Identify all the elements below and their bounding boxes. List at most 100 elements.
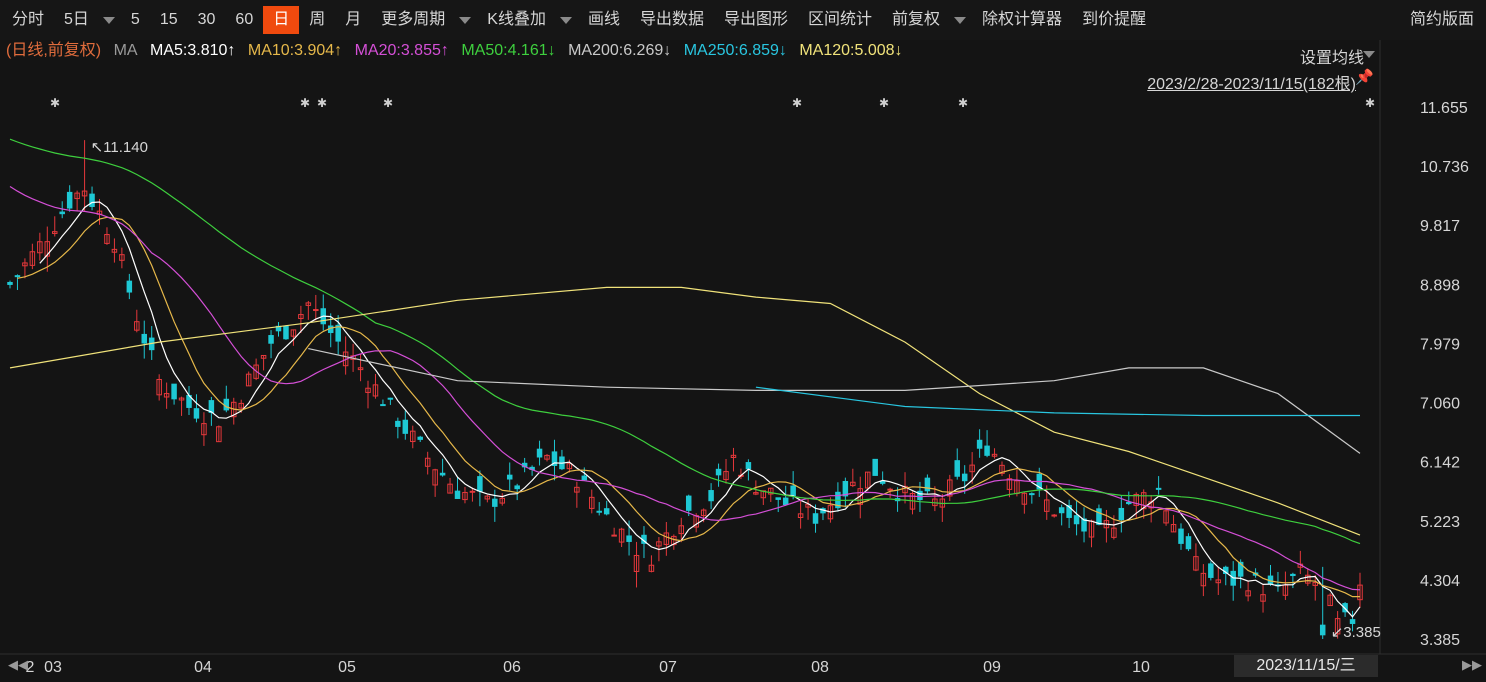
scroll-left-icon[interactable]: ◀◀ <box>8 657 28 672</box>
candle-body <box>536 448 543 458</box>
candle-body <box>193 408 200 419</box>
toolbar-draw-line[interactable]: 画线 <box>587 11 620 28</box>
y-tick-label: 6.142 <box>1420 455 1460 472</box>
toolbar-weekly[interactable]: 周 <box>309 11 326 28</box>
candle-body <box>1021 492 1028 505</box>
chevron-down-icon[interactable] <box>1363 51 1375 58</box>
ma200-value: MA200:6.269↓ <box>568 42 672 59</box>
candle-body <box>111 248 118 253</box>
candle-body <box>723 471 729 481</box>
ma200-line <box>308 348 1361 454</box>
chevron-down-icon[interactable] <box>954 16 967 24</box>
candle-body <box>89 193 95 207</box>
candle-body <box>1118 507 1125 521</box>
candle-body <box>216 426 222 443</box>
toolbar-monthly[interactable]: 月 <box>345 11 362 28</box>
candle-body <box>663 532 670 545</box>
toolbar-more-periods[interactable]: 更多周期 <box>381 11 446 28</box>
toolbar-min15[interactable]: 15 <box>159 11 178 28</box>
candle-body <box>1051 514 1057 517</box>
candle-body <box>29 251 36 266</box>
candle-body <box>439 472 446 476</box>
event-marker-icon: ✱ <box>50 96 60 110</box>
candle-body <box>1006 478 1013 490</box>
toolbar-time-share[interactable]: 分时 <box>12 11 45 28</box>
ma20-line <box>9 185 1361 591</box>
candle-body <box>633 554 640 572</box>
y-tick-label: 7.979 <box>1420 336 1460 353</box>
candle-body <box>708 490 714 502</box>
toolbar-overlay[interactable]: K线叠加 <box>487 11 546 28</box>
ma-settings-button[interactable]: 设置均线 <box>1299 50 1364 67</box>
chevron-down-icon[interactable] <box>559 16 572 24</box>
candle-body <box>924 477 931 492</box>
x-tick-label: 10 <box>1132 659 1150 676</box>
toolbar-export-image[interactable]: 导出图形 <box>724 11 789 28</box>
toolbar-ex-rights-calc[interactable]: 除权计算器 <box>982 11 1063 28</box>
toolbar-min5[interactable]: 5 <box>130 11 140 28</box>
toolbar-five-day[interactable]: 5日 <box>64 11 89 28</box>
candle-body <box>424 457 431 467</box>
candle-body <box>544 454 550 460</box>
event-marker-icon: ✱ <box>317 96 327 110</box>
ma120-line <box>9 286 1361 536</box>
x-tick-label: 07 <box>659 659 677 676</box>
toolbar-interval-stats[interactable]: 区间统计 <box>808 11 873 28</box>
candle-body <box>66 191 73 209</box>
mode-label: (日线,前复权) <box>6 42 102 59</box>
toolbar-price-alert[interactable]: 到价提醒 <box>1082 11 1147 28</box>
candle-body <box>790 485 796 497</box>
candle-body <box>402 419 409 434</box>
candle-body <box>745 462 752 470</box>
x-tick-label: 08 <box>811 659 829 676</box>
candle-body <box>104 234 110 244</box>
candle-body <box>1066 504 1072 518</box>
event-marker-icon: ✱ <box>792 96 802 110</box>
x-tick-label: 04 <box>194 659 212 676</box>
chevron-down-icon[interactable] <box>459 16 472 24</box>
candle-body <box>879 480 886 484</box>
candle-body <box>283 326 289 340</box>
candle-body <box>74 192 80 200</box>
ma50-line <box>9 138 1361 545</box>
x-tick-label: 03 <box>44 659 62 676</box>
candle-body <box>22 262 28 267</box>
candle-body <box>685 495 692 511</box>
candle-body <box>141 333 148 344</box>
candle-body <box>589 496 595 509</box>
candle-body <box>477 476 483 492</box>
ma-label[interactable]: MA <box>113 42 138 59</box>
candle-body <box>700 509 707 517</box>
candle-body <box>1111 527 1117 538</box>
scroll-right-icon[interactable]: ▶▶ <box>1462 657 1482 672</box>
chevron-down-icon[interactable] <box>102 16 115 24</box>
candle-body <box>454 490 461 499</box>
toolbar-export-data[interactable]: 导出数据 <box>639 11 704 28</box>
candle-body <box>857 488 864 505</box>
candle-body <box>506 474 513 480</box>
toolbar-min60[interactable]: 60 <box>235 11 254 28</box>
candle-body <box>59 211 65 215</box>
candle-body <box>447 483 453 494</box>
candle-body <box>954 460 960 477</box>
candle-body <box>1133 493 1139 506</box>
event-marker-icon: ✱ <box>1365 96 1375 110</box>
candle-body <box>1349 619 1356 624</box>
ma50-value: MA50:4.161↓ <box>461 42 556 59</box>
toolbar-daily[interactable]: 日 <box>263 6 300 34</box>
pin-icon[interactable]: 📌 <box>1355 69 1374 86</box>
simple-layout-button[interactable]: 简约版面 <box>1409 11 1474 28</box>
candle-body <box>432 469 438 486</box>
candle-body <box>44 241 51 257</box>
toolbar-min30[interactable]: 30 <box>197 11 216 28</box>
ma5-line <box>39 201 1361 618</box>
date-range-label[interactable]: 2023/2/28-2023/11/15(182根) <box>1147 76 1356 93</box>
candle-body <box>969 464 975 473</box>
ma10-value: MA10:3.904↑ <box>247 42 343 59</box>
candle-body <box>335 324 341 342</box>
event-marker-icon: ✱ <box>300 96 310 110</box>
toolbar-forward-adjust[interactable]: 前复权 <box>892 11 941 28</box>
candle-body <box>469 490 476 493</box>
candle-body <box>753 492 759 495</box>
